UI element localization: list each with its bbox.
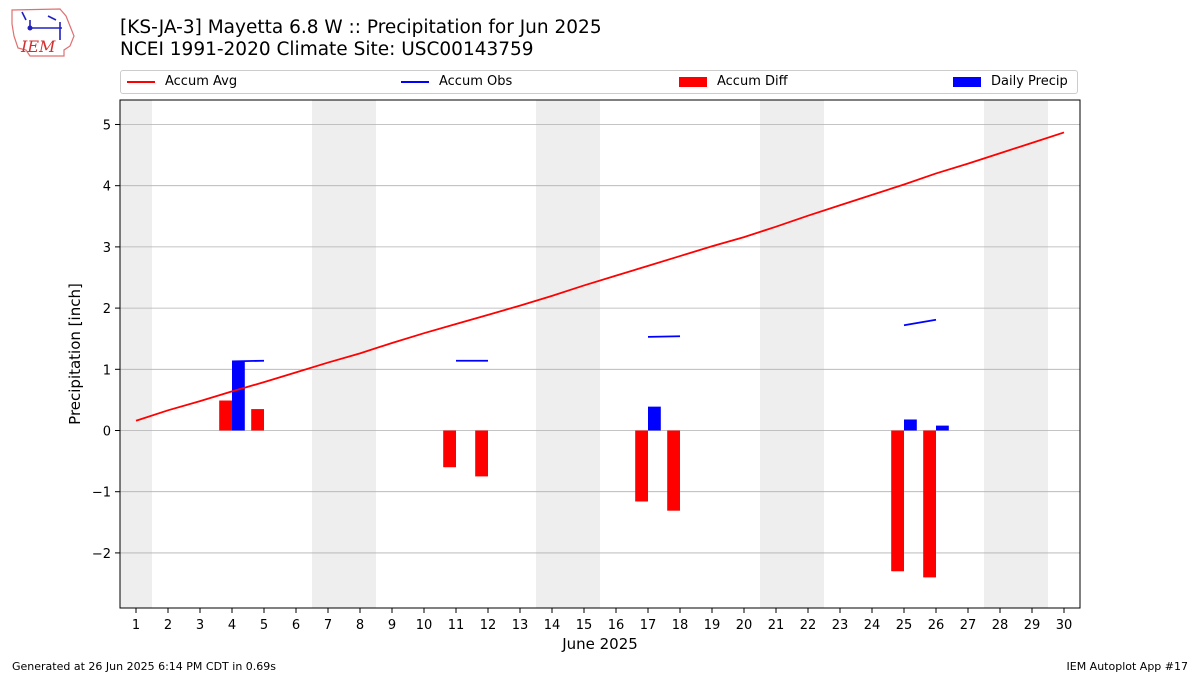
legend-label-accum-obs: Accum Obs bbox=[439, 74, 513, 89]
accum-obs-line-3 bbox=[903, 318, 937, 327]
x-tick-label: 1 bbox=[132, 618, 140, 633]
y-tick-label: −1 bbox=[92, 486, 111, 501]
x-tick-label: 2 bbox=[164, 618, 172, 633]
x-tick-label: 11 bbox=[448, 618, 465, 633]
legend-swatch-accum-diff bbox=[679, 76, 707, 87]
x-tick-label: 14 bbox=[544, 618, 561, 633]
x-tick-label: 20 bbox=[736, 618, 753, 633]
x-tick-label: 6 bbox=[292, 618, 300, 633]
legend-item-daily-precip: Daily Precip bbox=[953, 74, 1068, 89]
x-tick-label: 3 bbox=[196, 618, 204, 633]
weekend-band-2 bbox=[536, 100, 600, 608]
accum-diff-bar bbox=[667, 430, 680, 511]
legend-swatch-accum-avg bbox=[127, 80, 155, 83]
weekend-band-4 bbox=[984, 100, 1048, 608]
y-tick-label: −2 bbox=[92, 547, 111, 562]
x-tick-label: 25 bbox=[896, 618, 913, 633]
x-tick-label: 19 bbox=[704, 618, 721, 633]
accum-diff-bar bbox=[923, 430, 936, 578]
x-tick-label: 23 bbox=[832, 618, 849, 633]
weekend-band-1 bbox=[312, 100, 376, 608]
iem-logo: IEM bbox=[8, 6, 80, 58]
x-tick-label: 4 bbox=[228, 618, 236, 633]
accum-diff-bar bbox=[891, 430, 904, 572]
weekend-band-3 bbox=[760, 100, 824, 608]
y-tick-label: 4 bbox=[103, 180, 111, 195]
accum-diff-bar bbox=[475, 430, 488, 477]
x-tick-label: 8 bbox=[356, 618, 364, 633]
legend-label-accum-avg: Accum Avg bbox=[165, 74, 238, 89]
y-tick-label: 0 bbox=[103, 425, 111, 440]
x-tick-label: 5 bbox=[260, 618, 268, 633]
plot-frame bbox=[119, 99, 1081, 609]
daily-precip-bar bbox=[648, 406, 661, 431]
y-axis-label: Precipitation [inch] bbox=[66, 283, 84, 425]
accum-diff-bar bbox=[219, 400, 232, 431]
x-tick-label: 13 bbox=[512, 618, 529, 633]
chart-title: [KS-JA-3] Mayetta 6.8 W :: Precipitation… bbox=[120, 17, 602, 38]
y-tick-label: 2 bbox=[103, 302, 111, 317]
logo-text: IEM bbox=[20, 37, 56, 56]
x-tick-label: 15 bbox=[576, 618, 593, 633]
accum-obs-line-0 bbox=[231, 359, 265, 363]
y-tick-label: 1 bbox=[103, 363, 111, 378]
legend-item-accum-avg: Accum Avg bbox=[127, 74, 237, 89]
x-tick-label: 30 bbox=[1056, 618, 1073, 633]
weekend-band-0 bbox=[120, 100, 152, 608]
footer-generated: Generated at 26 Jun 2025 6:14 PM CDT in … bbox=[12, 660, 277, 673]
chart-subtitle: NCEI 1991-2020 Climate Site: USC00143759 bbox=[120, 39, 534, 60]
x-axis-label: June 2025 bbox=[561, 635, 638, 653]
y-tick-label: 5 bbox=[103, 118, 111, 133]
accum-obs-line-2 bbox=[647, 335, 681, 338]
y-tick-label: 3 bbox=[103, 241, 111, 256]
footer-app: IEM Autoplot App #17 bbox=[1066, 660, 1189, 673]
x-tick-label: 28 bbox=[992, 618, 1009, 633]
accum-diff-bar bbox=[635, 430, 648, 502]
x-tick-label: 26 bbox=[928, 618, 945, 633]
legend-item-accum-obs: Accum Obs bbox=[401, 74, 512, 89]
legend-label-daily-precip: Daily Precip bbox=[991, 74, 1068, 89]
x-tick-label: 21 bbox=[768, 618, 785, 633]
accum-diff-bar bbox=[251, 409, 264, 431]
x-tick-label: 10 bbox=[416, 618, 433, 633]
legend-item-accum-diff: Accum Diff bbox=[679, 74, 788, 89]
x-tick-label: 9 bbox=[388, 618, 396, 633]
x-tick-label: 29 bbox=[1024, 618, 1041, 633]
accum-diff-bar bbox=[443, 430, 456, 468]
daily-precip-bar bbox=[936, 425, 949, 431]
legend-swatch-accum-obs bbox=[401, 80, 429, 83]
accum-avg-line bbox=[135, 131, 1065, 422]
x-tick-label: 12 bbox=[480, 618, 497, 633]
chart-legend: Accum Avg Accum Obs Accum Diff Daily Pre… bbox=[120, 70, 1078, 94]
x-tick-label: 17 bbox=[640, 618, 657, 633]
legend-swatch-daily-precip bbox=[953, 76, 981, 87]
daily-precip-bar bbox=[904, 419, 917, 431]
legend-label-accum-diff: Accum Diff bbox=[717, 74, 788, 89]
x-tick-label: 7 bbox=[324, 618, 332, 633]
x-tick-label: 18 bbox=[672, 618, 689, 633]
x-tick-label: 24 bbox=[864, 618, 881, 633]
x-tick-label: 22 bbox=[800, 618, 817, 633]
daily-precip-bar bbox=[232, 361, 245, 431]
x-tick-label: 16 bbox=[608, 618, 625, 633]
x-tick-label: 27 bbox=[960, 618, 977, 633]
